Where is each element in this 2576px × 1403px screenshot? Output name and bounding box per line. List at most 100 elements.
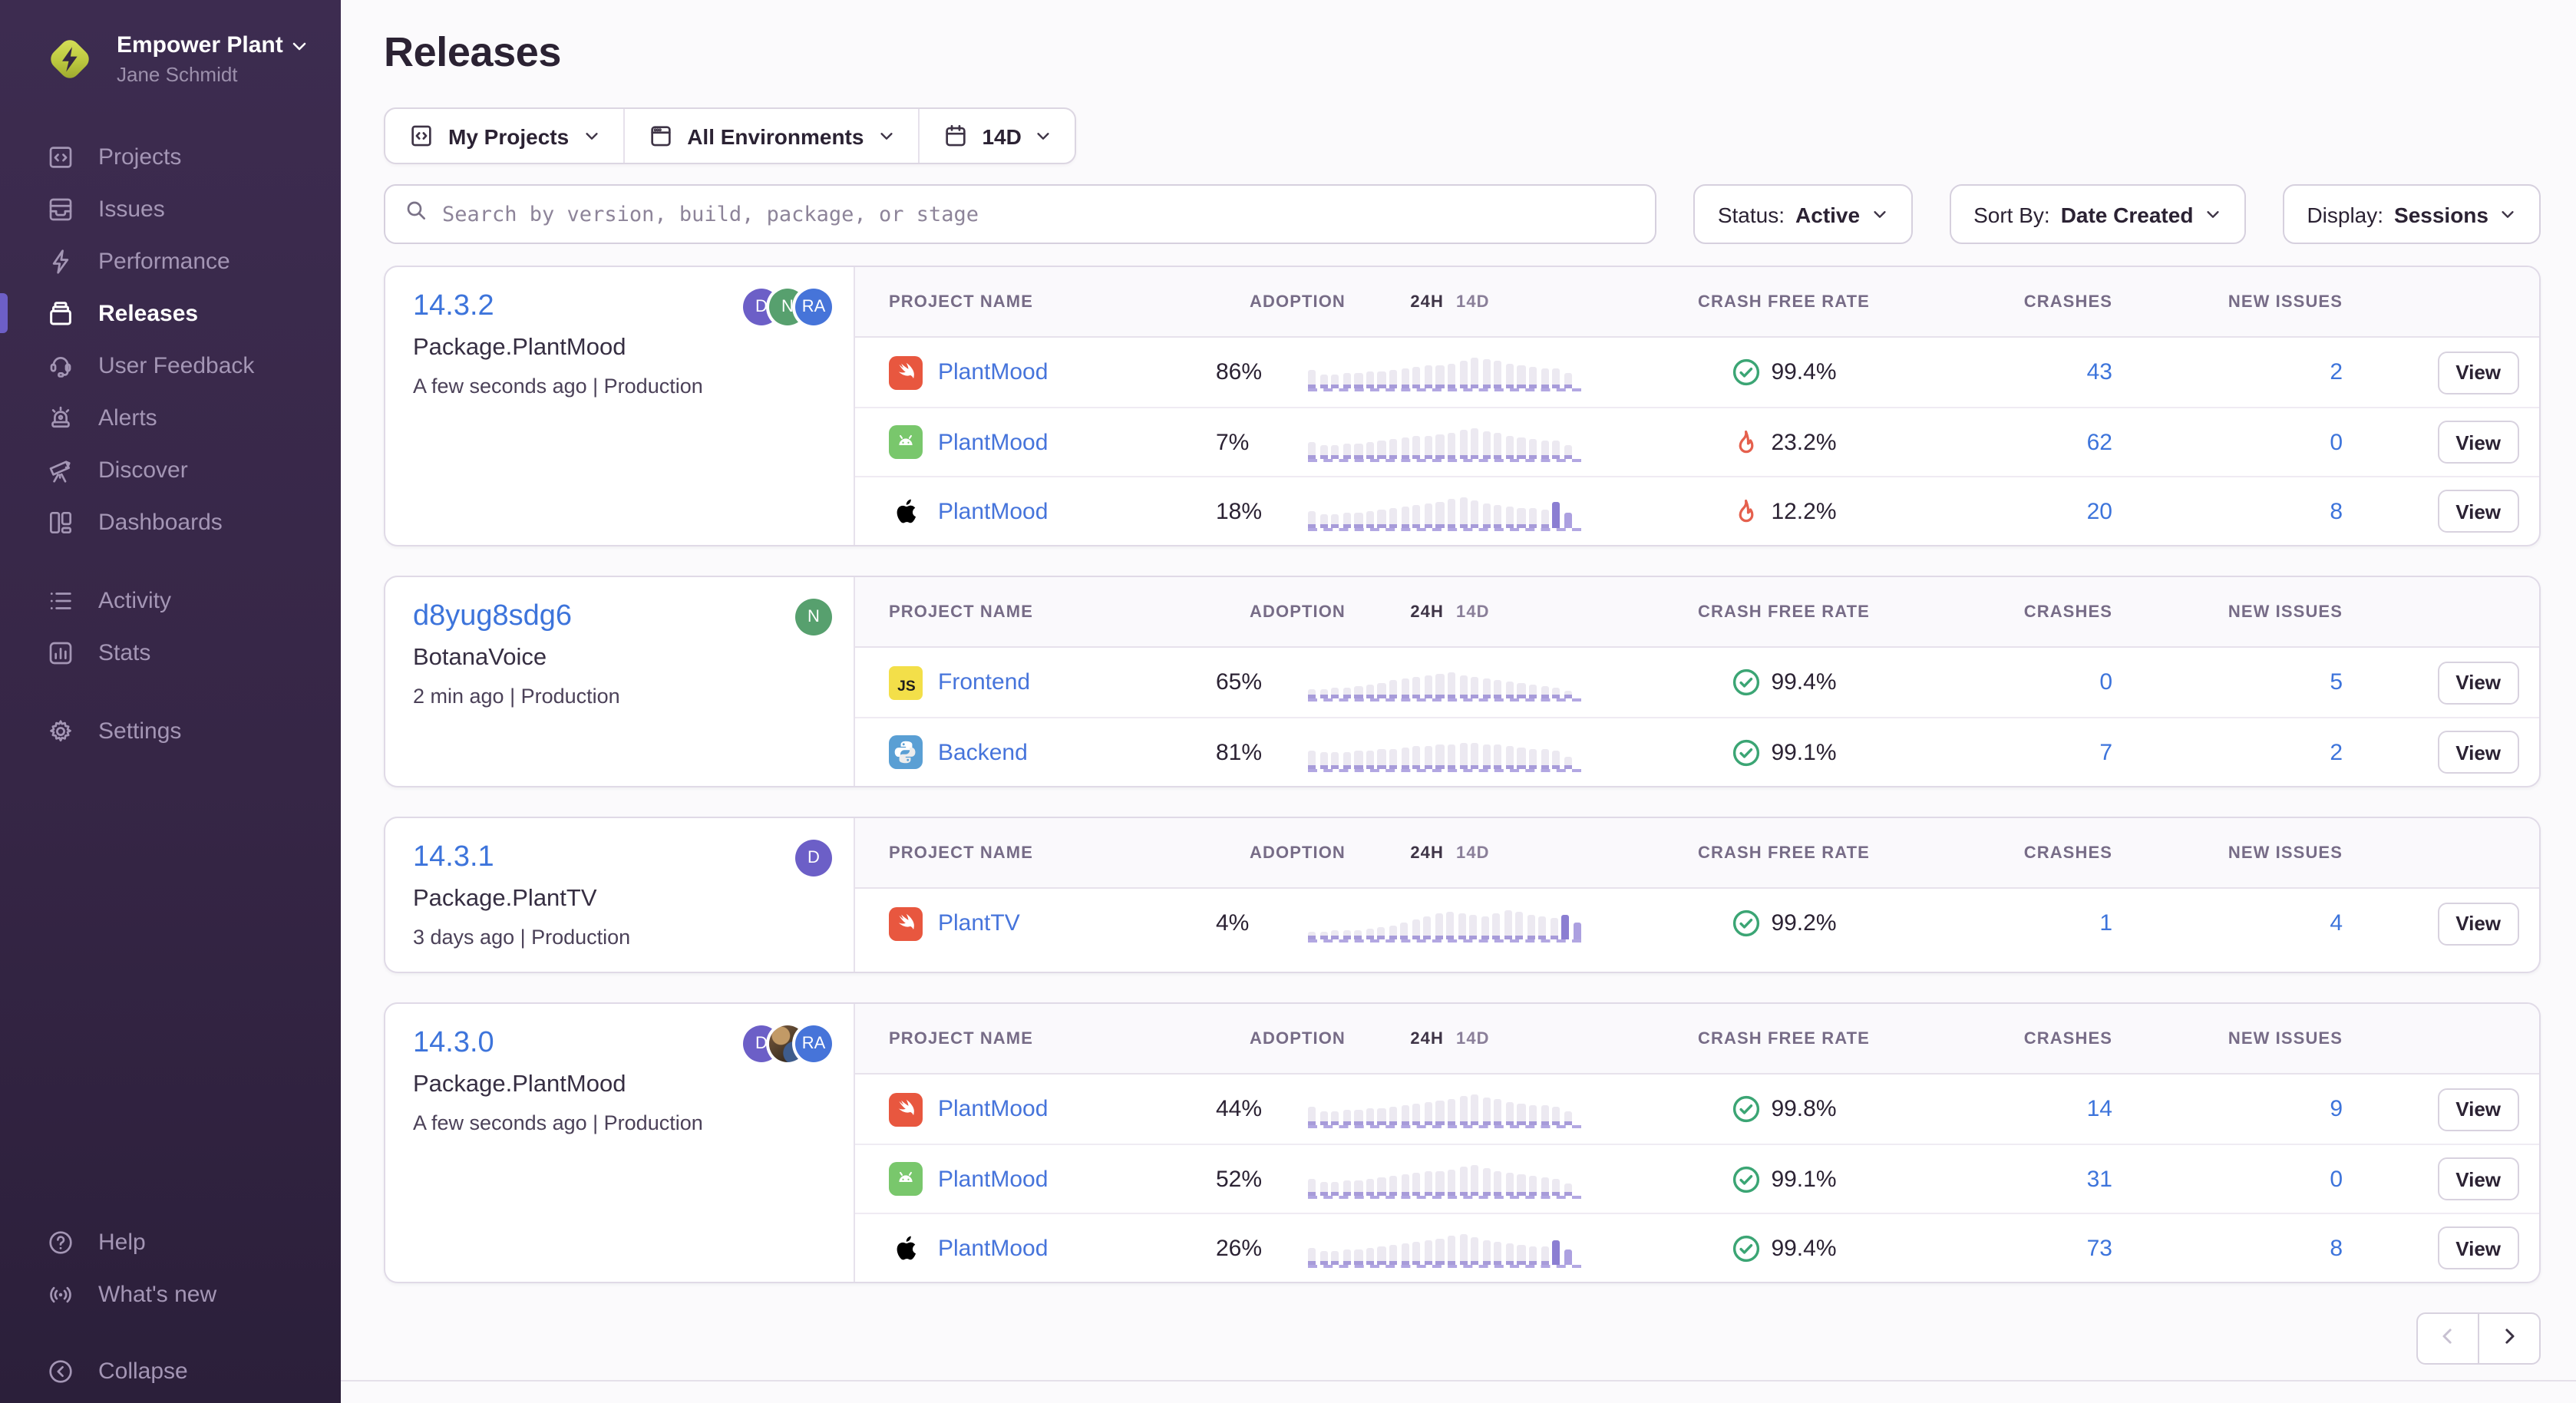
release-version-link[interactable]: d8yug8sdg6 [413,600,573,632]
range-14d-toggle[interactable]: 14D [1456,1029,1490,1048]
project-link[interactable]: PlantTV [938,910,1020,936]
crashes-link[interactable]: 31 [2086,1166,2112,1192]
search-input[interactable] [442,202,1636,226]
new-issues-link[interactable]: 2 [2330,359,2343,385]
view-button[interactable]: View [2437,421,2519,464]
sidebar-item-help[interactable]: Help [0,1216,341,1268]
project-link[interactable]: Backend [938,739,1028,765]
range-14d-toggle[interactable]: 14D [1456,602,1490,621]
project-row: PlantMood 7% 23.2% 62 0 View [855,407,2539,476]
new-issues-link[interactable]: 8 [2330,1235,2343,1261]
pagination-prev-button[interactable] [2416,1312,2479,1365]
sparkline-bar [1423,916,1432,939]
crash-free-check-icon [1731,1094,1760,1124]
crashes-link[interactable]: 73 [2086,1235,2112,1261]
view-button[interactable]: View [2437,351,2519,394]
project-link[interactable]: PlantMood [938,498,1049,524]
release-version-link[interactable]: 14.3.1 [413,841,494,873]
sparkline-bar [1528,507,1537,527]
view-button[interactable]: View [2437,1226,2519,1269]
sidebar-item-user-feedback[interactable]: User Feedback [0,339,341,391]
sparkline-bar [1342,1110,1351,1125]
js-icon: JS [889,665,923,699]
sidebar-item-discover[interactable]: Discover [0,444,341,496]
project-link[interactable]: PlantMood [938,359,1049,385]
sparkline-bar [1354,750,1362,768]
sidebar-item-stats[interactable]: Stats [0,626,341,678]
sparkline-bar [1308,1107,1316,1125]
crashes-link[interactable]: 7 [2099,739,2112,765]
view-button[interactable]: View [2437,902,2519,945]
crashes-link[interactable]: 62 [2086,429,2112,455]
adoption-chart-cell [1308,904,1592,942]
sidebar-item-dashboards[interactable]: Dashboards [0,496,341,548]
new-issues-link[interactable]: 0 [2330,1166,2343,1192]
new-issues-link[interactable]: 0 [2330,429,2343,455]
sidebar-item-collapse[interactable]: Collapse [0,1345,341,1397]
view-button[interactable]: View [2437,661,2519,704]
sparkline-bar [1515,912,1524,939]
sparkline-bar [1389,438,1398,458]
environments-filter[interactable]: All Environments [623,109,917,163]
new-issues-link[interactable]: 2 [2330,739,2343,765]
sidebar-item-releases[interactable]: Releases [0,287,341,339]
crash-free-check-icon [1731,909,1760,938]
range-14d-toggle[interactable]: 14D [1456,843,1490,862]
release-version-link[interactable]: 14.3.2 [413,290,494,322]
display-button[interactable]: Display: Sessions [2282,184,2541,244]
crashes-link[interactable]: 14 [2086,1096,2112,1122]
range-24h-toggle[interactable]: 24H [1410,843,1444,862]
date-range-filter[interactable]: 14D [917,109,1075,163]
project-row: PlantMood 26% 99.4% 73 8 View [855,1213,2539,1282]
range-14d-toggle[interactable]: 14D [1456,292,1490,311]
calendar-icon [942,123,968,149]
crashes-cell: 43 [1976,359,2122,385]
sidebar-item-projects[interactable]: Projects [0,130,341,183]
view-button[interactable]: View [2437,731,2519,774]
sparkline-bar [1446,912,1455,939]
projects-icon [46,142,75,171]
crashes-link[interactable]: 43 [2086,359,2112,385]
col-range-toggle: 24H 14D [1308,1029,1592,1048]
range-24h-toggle[interactable]: 24H [1410,292,1444,311]
sidebar: Empower Plant Jane Schmidt Projects Issue… [0,0,341,1403]
status-filter-button[interactable]: Status: Active [1693,184,1913,244]
new-issues-link[interactable]: 4 [2330,910,2343,936]
project-link[interactable]: PlantMood [938,1166,1049,1192]
release-version-link[interactable]: 14.3.0 [413,1027,494,1059]
org-switcher[interactable]: Empower Plant Jane Schmidt [0,0,341,87]
view-button[interactable]: View [2437,1157,2519,1200]
new-issues-link[interactable]: 9 [2330,1096,2343,1122]
project-cell: JS Frontend [855,665,1216,699]
sidebar-item-activity[interactable]: Activity [0,574,341,626]
sparkline-bar [1471,358,1479,388]
view-button[interactable]: View [2437,1088,2519,1131]
crashes-link[interactable]: 1 [2099,910,2112,936]
sparkline-bar [1564,373,1572,388]
sparkline-bar [1319,1181,1328,1195]
sort-by-button[interactable]: Sort By: Date Created [1949,184,2246,244]
sidebar-item-label: What's new [98,1281,217,1307]
projects-filter[interactable]: My Projects [385,109,623,163]
range-24h-toggle[interactable]: 24H [1410,1029,1444,1048]
sidebar-item-settings[interactable]: Settings [0,705,341,757]
sidebar-item-performance[interactable]: Performance [0,235,341,287]
col-crash-free-rate: CRASH FREE RATE [1698,843,1870,862]
new-issues-link[interactable]: 5 [2330,669,2343,695]
sidebar-item-alerts[interactable]: Alerts [0,391,341,444]
crashes-link[interactable]: 0 [2099,669,2112,695]
project-link[interactable]: PlantMood [938,429,1049,455]
project-link[interactable]: Frontend [938,669,1031,695]
pagination-next-button[interactable] [2478,1312,2541,1365]
sidebar-item-label: Help [98,1229,146,1255]
sidebar-item-issues[interactable]: Issues [0,183,341,235]
sidebar-item-what-s-new[interactable]: What's new [0,1268,341,1320]
nav-group: Activity Stats [0,574,341,678]
project-link[interactable]: PlantMood [938,1096,1049,1122]
view-button[interactable]: View [2437,490,2519,533]
range-24h-toggle[interactable]: 24H [1410,602,1444,621]
project-link[interactable]: PlantMood [938,1235,1049,1261]
sparkline-bar [1401,678,1409,698]
crashes-link[interactable]: 20 [2086,498,2112,524]
new-issues-link[interactable]: 8 [2330,498,2343,524]
